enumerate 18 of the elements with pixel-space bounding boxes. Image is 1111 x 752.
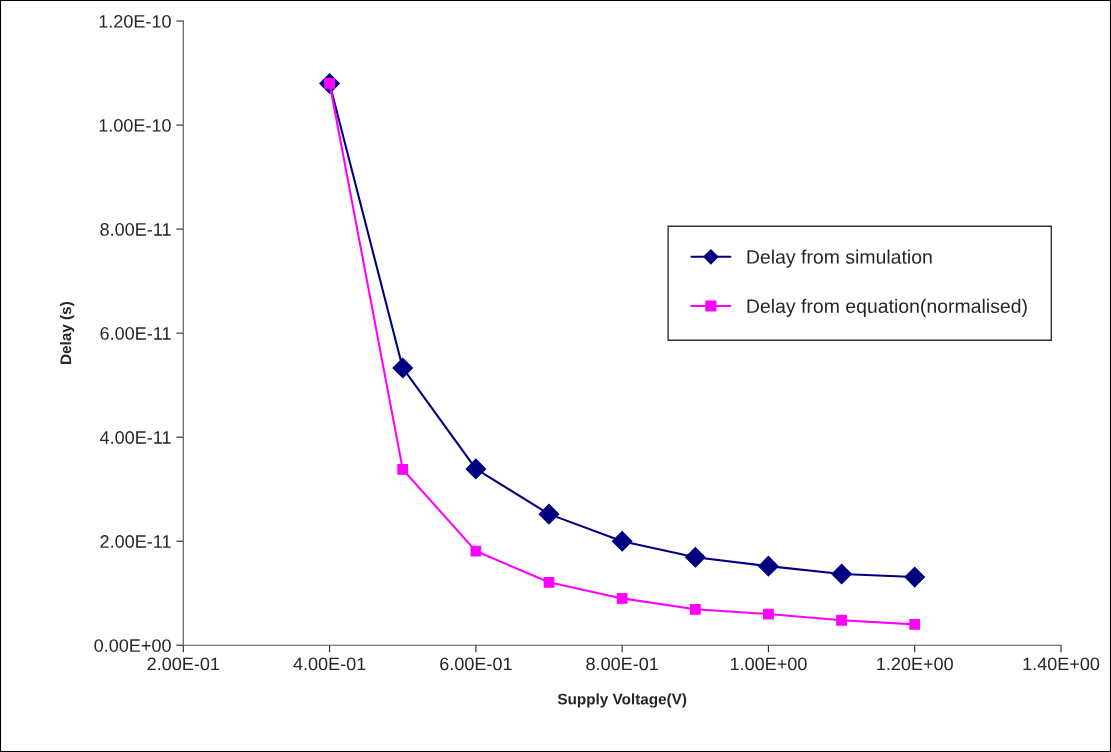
x-tick-label: 1.00E+00 bbox=[730, 657, 807, 671]
y-tick-label: 1.00E-10 bbox=[99, 119, 171, 132]
x-tick-label: 8.00E-01 bbox=[586, 657, 658, 671]
y-tick-label: 4.00E-11 bbox=[99, 431, 171, 444]
y-tick-label: 6.00E-11 bbox=[100, 327, 171, 340]
legend-label: Delay from simulation bbox=[747, 249, 932, 268]
x-tick-label: 4.00E-01 bbox=[293, 657, 366, 671]
legend-label: Delay from equation(normalised) bbox=[747, 298, 1027, 317]
x-axis-title: Supply Voltage(V) bbox=[557, 693, 687, 708]
y-axis-title: Delay (s) bbox=[60, 302, 75, 364]
x-tick-label: 6.00E-01 bbox=[440, 657, 512, 671]
y-tick-label: 1.20E-10 bbox=[99, 14, 171, 28]
y-tick-label: 2.00E-11 bbox=[100, 535, 171, 548]
x-tick-label: 1.20E+00 bbox=[877, 657, 953, 671]
x-tick-label: 1.40E+00 bbox=[1023, 657, 1100, 671]
y-tick-label: 8.00E-11 bbox=[100, 223, 171, 236]
y-tick-label: 0.00E+00 bbox=[94, 639, 171, 652]
x-tick-label: 2.00E-01 bbox=[147, 657, 220, 671]
